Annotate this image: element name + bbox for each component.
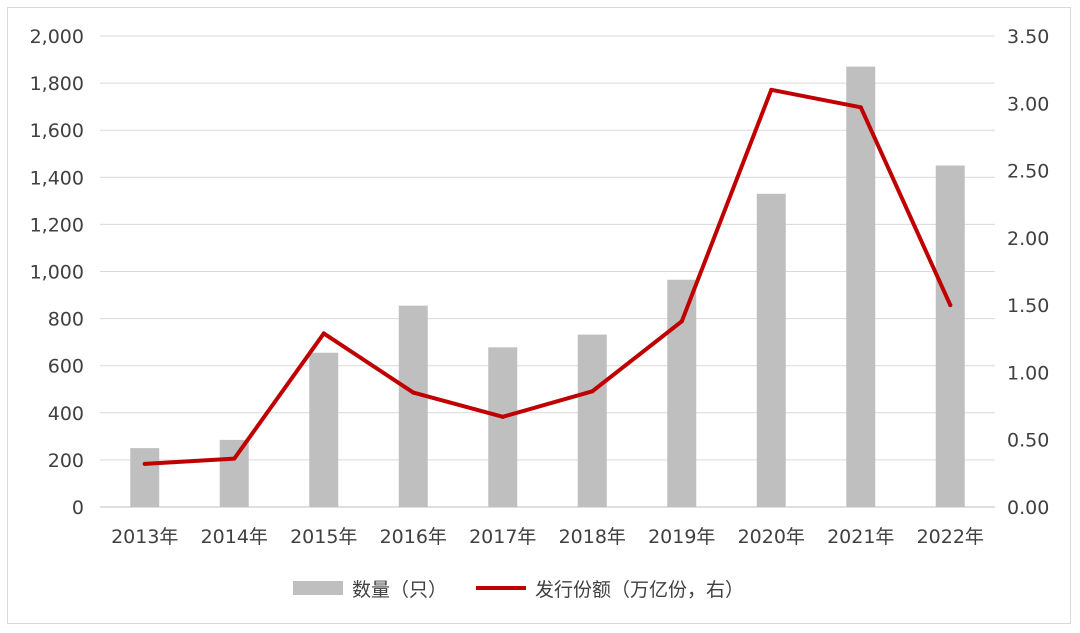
line-point — [590, 389, 595, 394]
x-tick-label: 2018年 — [559, 526, 626, 548]
x-tick-label: 2015年 — [290, 526, 357, 548]
line-point — [500, 414, 505, 419]
series-line — [142, 87, 953, 466]
left-tick-label: 1,200 — [30, 214, 84, 236]
right-tick-label: 3.00 — [1007, 93, 1049, 115]
left-tick-label: 200 — [48, 450, 84, 472]
gridlines — [100, 35, 995, 508]
left-tick-label: 1,600 — [30, 120, 84, 142]
bar — [935, 165, 965, 507]
left-tick-label: 1,400 — [30, 167, 84, 189]
bar — [846, 66, 876, 508]
left-tick-label: 1,000 — [30, 262, 84, 284]
bar — [398, 305, 428, 507]
right-axis: 0.00 0.50 1.00 1.50 2.00 2.50 3.00 3.50 — [1007, 26, 1049, 519]
bar — [219, 439, 249, 507]
legend-label-line: 发行份额（万亿份，右） — [535, 579, 744, 601]
right-tick-label: 2.00 — [1007, 228, 1049, 250]
line-point — [411, 390, 416, 395]
right-tick-label: 0.50 — [1007, 430, 1049, 452]
bar-series — [130, 66, 965, 508]
right-tick-label: 1.50 — [1007, 295, 1049, 317]
x-tick-label: 2013年 — [111, 526, 178, 548]
left-tick-label: 2,000 — [30, 26, 84, 48]
line-point — [769, 87, 774, 92]
line-point — [232, 456, 237, 461]
bar — [667, 279, 697, 507]
legend: 数量（只） 发行份额（万亿份，右） — [293, 579, 744, 601]
right-tick-label: 3.50 — [1007, 26, 1049, 48]
right-tick-label: 0.00 — [1007, 497, 1049, 519]
x-axis: 2013年 2014年 2015年 2016年 2017年 2018年 2019年 2020年… — [111, 526, 984, 548]
x-tick-label: 2017年 — [469, 526, 536, 548]
x-tick-label: 2016年 — [380, 526, 447, 548]
bar — [130, 448, 160, 507]
left-tick-label: 600 — [48, 356, 84, 378]
left-axis: 0 200 400 600 800 1,000 1,200 1,400 1,600 1,800 2,… — [30, 26, 84, 519]
bar — [577, 334, 607, 507]
legend-label-bar: 数量（只） — [352, 579, 447, 601]
x-tick-label: 2020年 — [738, 526, 805, 548]
right-tick-label: 1.00 — [1007, 362, 1049, 384]
line-series — [142, 87, 953, 466]
line-point — [142, 461, 147, 466]
bar — [309, 352, 339, 507]
left-tick-label: 0 — [72, 497, 84, 519]
line-point — [679, 319, 684, 324]
x-tick-label: 2014年 — [201, 526, 268, 548]
bar — [756, 193, 786, 507]
bar — [488, 347, 518, 507]
left-tick-label: 400 — [48, 403, 84, 425]
left-tick-label: 1,800 — [30, 73, 84, 95]
line-point — [321, 331, 326, 336]
left-tick-label: 800 — [48, 309, 84, 331]
x-tick-label: 2021年 — [827, 526, 894, 548]
x-tick-label: 2019年 — [648, 526, 715, 548]
line-point — [858, 105, 863, 110]
line-point — [948, 303, 953, 308]
chart-frame — [7, 7, 1071, 624]
right-tick-label: 2.50 — [1007, 161, 1049, 183]
x-tick-label: 2022年 — [917, 526, 984, 548]
legend-swatch-bar — [293, 581, 343, 595]
